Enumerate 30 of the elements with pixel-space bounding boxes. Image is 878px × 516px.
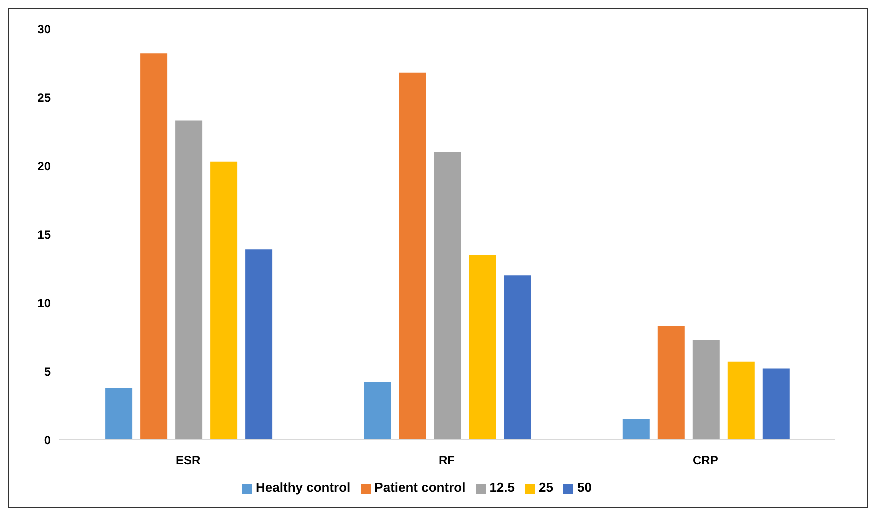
x-tick-label: RF — [439, 454, 455, 468]
legend-label: 25 — [539, 480, 554, 495]
bar — [728, 362, 755, 440]
bar — [658, 326, 685, 440]
bar — [622, 419, 650, 440]
bar — [692, 340, 720, 440]
x-tick-label: CRP — [692, 454, 718, 468]
bar — [434, 152, 462, 440]
y-tick-label: 5 — [44, 364, 52, 379]
bar — [140, 54, 168, 440]
legend-label: 12.5 — [490, 480, 515, 495]
bar — [176, 120, 203, 440]
y-tick-label: 30 — [38, 22, 52, 36]
legend-label: 50 — [577, 480, 592, 495]
bar — [399, 72, 426, 440]
legend-label: Patient control — [374, 480, 466, 495]
bar — [762, 368, 790, 440]
y-tick-label: 15 — [38, 228, 52, 242]
bar — [246, 250, 273, 440]
bar — [106, 388, 133, 440]
bar — [364, 382, 392, 440]
legend-label: Healthy control — [256, 480, 351, 495]
bar — [504, 276, 532, 440]
bar — [469, 255, 496, 440]
y-tick-label: 10 — [38, 296, 52, 310]
bar — [210, 162, 238, 440]
y-tick-label: 0 — [44, 433, 52, 448]
y-tick-label: 25 — [38, 90, 52, 105]
x-tick-label: ESR — [176, 454, 201, 468]
y-tick-label: 20 — [38, 159, 52, 174]
